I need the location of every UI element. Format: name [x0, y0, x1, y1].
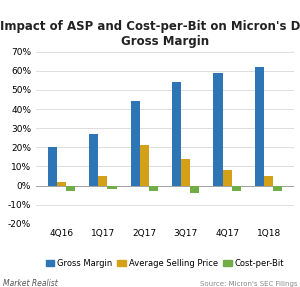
Bar [273, 186, 282, 191]
Legend: Gross Margin, Average Selling Price, Cost-per-Bit: Gross Margin, Average Selling Price, Cos… [42, 256, 288, 271]
Bar [89, 134, 98, 186]
Bar [140, 146, 149, 186]
Bar [232, 186, 241, 191]
Bar [57, 182, 66, 186]
Bar [130, 101, 140, 186]
Bar [48, 147, 57, 186]
Text: Source: Micron's SEC Filings: Source: Micron's SEC Filings [200, 281, 297, 286]
Bar [149, 186, 158, 191]
Bar [190, 186, 200, 193]
Bar [98, 176, 107, 186]
Bar [255, 67, 264, 186]
Bar [264, 176, 273, 186]
Bar [66, 186, 75, 191]
Bar [172, 82, 181, 186]
Bar [181, 159, 190, 186]
Bar [107, 186, 116, 189]
Bar [223, 170, 232, 186]
Title: Impact of ASP and Cost-per-Bit on Micron's DRAM
Gross Margin: Impact of ASP and Cost-per-Bit on Micron… [0, 20, 300, 48]
Bar [214, 73, 223, 186]
Text: Market Realist: Market Realist [3, 279, 58, 287]
